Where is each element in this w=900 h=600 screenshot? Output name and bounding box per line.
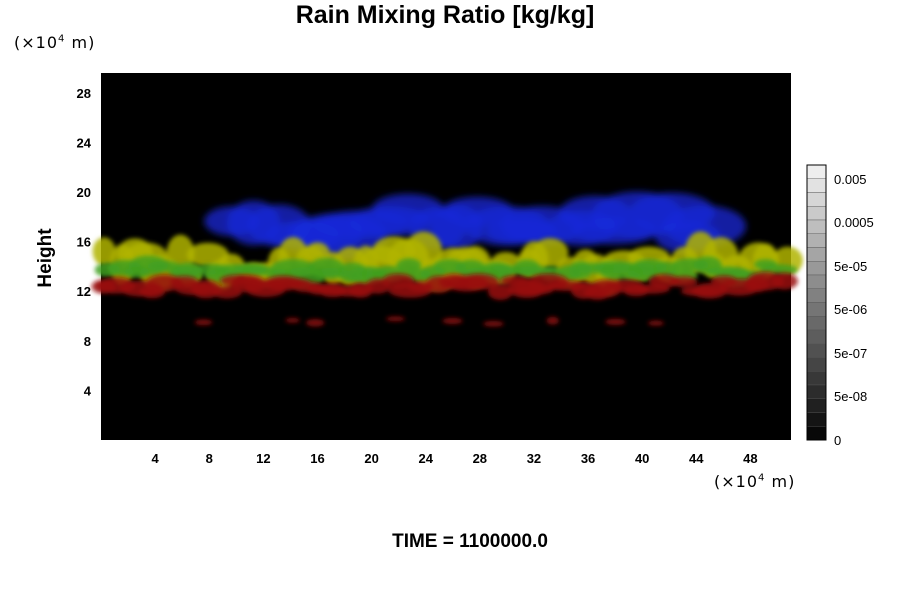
colorbar-step [806,247,827,262]
y-tick-label: 16 [77,235,91,250]
rain-layer [91,271,798,300]
x-tick-label: 28 [473,451,487,466]
colorbar-step [806,302,827,317]
y-tick-label: 12 [77,284,91,299]
time-label: TIME = 1100000.0 [392,531,548,552]
colorbar-step [806,371,827,386]
rain-layer [194,316,665,327]
y-axis-unit: (×104 m) [14,33,96,52]
rain-cell [691,283,728,299]
colorbar-step [806,288,827,303]
x-axis-ticks: 4 8 12 16 20 24 28 32 36 40 44 48 [152,451,758,466]
colorbar-label: 5e-05 [834,259,867,274]
x-tick-label: 36 [581,451,595,466]
rain-layer [204,191,747,260]
colorbar-step [806,164,827,179]
x-tick-label: 4 [152,451,160,466]
rain-cell [483,320,504,327]
rain-cell [531,238,569,268]
colorbar-label: 5e-06 [834,302,867,317]
x-axis-unit: (×104 m) [714,472,796,491]
colorbar-step [806,274,827,289]
colorbar-label: 0 [834,433,841,448]
colorbar-step [806,316,827,331]
rain-cell [285,317,300,323]
x-tick-label: 8 [206,451,213,466]
colorbar-step [806,192,827,207]
chart-title: Rain Mixing Ratio [kg/kg] [295,1,595,29]
colorbar-step [806,233,827,248]
colorbar-label: 0.0005 [834,215,874,230]
rain-cell [488,264,521,277]
rain-cell [305,318,325,327]
colorbar-step [806,178,827,193]
rain-cell [211,285,242,299]
rain-cell [396,258,422,272]
rain-cell [442,317,463,325]
rain-cell [770,272,798,290]
x-tick-label: 44 [689,451,704,466]
colorbar-step [806,343,827,358]
rain-field-layer [91,191,803,327]
colorbar-step [806,412,827,427]
colorbar-step [806,357,827,372]
rain-cell [92,237,116,266]
y-axis-ticks: 4 8 12 16 20 24 28 [77,86,92,399]
x-tick-label: 16 [310,451,324,466]
x-tick-label: 12 [256,451,270,466]
colorbar-label: 0.005 [834,172,867,187]
rain-cell [487,284,513,300]
colorbar-step [806,219,827,234]
rain-cell [669,276,698,288]
y-tick-label: 8 [84,334,91,349]
colorbar-step [806,426,827,441]
rain-cell [663,205,747,247]
x-tick-label: 24 [418,451,433,466]
colorbar-step [806,329,827,344]
rain-cell [459,273,499,290]
y-tick-label: 28 [77,86,91,101]
colorbar-label: 5e-07 [834,346,867,361]
colorbar-frame [806,164,827,441]
rain-cell [242,265,276,276]
x-tick-label: 48 [743,451,757,466]
x-tick-label: 20 [364,451,378,466]
rain-cell [647,320,665,326]
rain-cell [194,319,213,326]
colorbar: 0.005 0.0005 5e-05 5e-06 5e-07 5e-08 0 [806,164,874,448]
colorbar-label: 5e-08 [834,389,867,404]
y-tick-label: 24 [77,135,92,150]
y-tick-label: 4 [84,383,92,398]
colorbar-step [806,261,827,276]
colorbar-step [806,398,827,413]
rain-cell [546,316,559,325]
y-tick-label: 20 [77,185,91,200]
rain-cell [385,316,406,322]
x-tick-label: 40 [635,451,649,466]
colorbar-step [806,206,827,221]
colorbar-step [806,384,827,399]
rain-cell [605,318,626,326]
x-tick-label: 32 [527,451,541,466]
